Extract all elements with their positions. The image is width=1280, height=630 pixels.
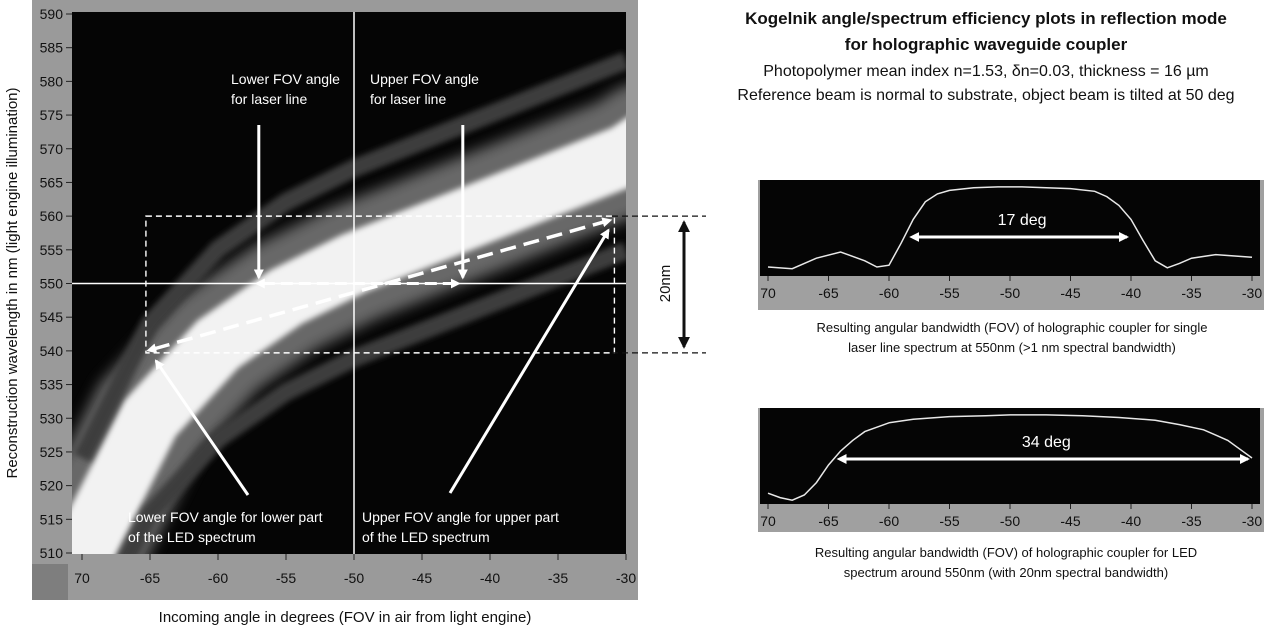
- x-tick-label: -40: [480, 570, 500, 586]
- x-tick-label: -35: [1181, 285, 1201, 301]
- led-fov-dashed-arrow: [146, 217, 613, 354]
- header-subtitle-line2: Reference beam is normal to substrate, o…: [737, 87, 1234, 104]
- annotation-upper-fov-led-line1: Upper FOV angle for upper part: [362, 509, 559, 525]
- y-tick-label: 560: [40, 208, 64, 224]
- led-caption-line1: Resulting angular bandwidth (FOV) of hol…: [815, 545, 1197, 560]
- arrow-lower-fov-led: [154, 359, 250, 496]
- y-tick-label: 540: [40, 343, 64, 359]
- laser-efficiency-curve: [767, 186, 1253, 270]
- x-tick-label: -30: [1242, 513, 1262, 529]
- x-tick-label: -35: [548, 570, 568, 586]
- led-bandwidth-label: 34 deg: [1022, 434, 1071, 451]
- laser-plot-area: [760, 180, 1260, 276]
- x-axis-label: Incoming angle in degrees (FOV in air fr…: [159, 609, 532, 626]
- laser-caption-line1: Resulting angular bandwidth (FOV) of hol…: [817, 320, 1208, 335]
- x-tick-label: -60: [879, 285, 899, 301]
- x-tick-label: -65: [818, 285, 838, 301]
- main-chart-corner: [32, 564, 68, 600]
- annotation-lower-fov-led-line2: of the LED spectrum: [128, 529, 256, 545]
- y-tick-label: 510: [40, 545, 64, 561]
- led-caption-line2: spectrum around 550nm (with 20nm spectra…: [844, 565, 1168, 580]
- x-tick-label: -35: [1181, 513, 1201, 529]
- header-title-line1: Kogelnik angle/spectrum efficiency plots…: [745, 9, 1227, 28]
- laser-bandwidth-chart: 17 deg 70 -65 -60 -55 -50 -45 -40 -35 -30 Result…: [758, 180, 1264, 355]
- y-tick-label: 570: [40, 141, 64, 157]
- annotation-lower-fov-laser-line1: Lower FOV angle: [231, 71, 340, 87]
- x-tick-label: 70: [74, 570, 90, 586]
- y-tick-label: 530: [40, 410, 64, 426]
- x-tick-label: 70: [760, 285, 776, 301]
- y-tick-label: 585: [40, 40, 64, 56]
- x-tick-label: 70: [760, 513, 776, 529]
- x-tick-label: -65: [140, 570, 160, 586]
- x-axis-ticks: 70 -65 -60 -55 -50 -45 -40 -35 -30: [74, 554, 636, 586]
- x-tick-label: -40: [1121, 285, 1141, 301]
- arrow-upper-fov-led: [448, 228, 610, 494]
- y-tick-label: 580: [40, 73, 64, 89]
- led-spectrum-box: [145, 215, 616, 354]
- y-tick-label: 525: [40, 444, 64, 460]
- y-tick-label: 555: [40, 242, 64, 258]
- y-axis-ticks: 510 515 520 525 530 535 540 545 550 555 560 565 570 5…: [40, 6, 72, 561]
- y-axis-label: Reconstruction wavelength in nm (light e…: [4, 87, 21, 478]
- led-plot-area: [760, 408, 1260, 504]
- x-tick-label: -55: [939, 285, 959, 301]
- x-tick-label: -50: [1000, 513, 1020, 529]
- laser-caption-line2: laser line spectrum at 550nm (>1 nm spec…: [848, 340, 1176, 355]
- x-tick-label: -50: [344, 570, 364, 586]
- y-tick-label: 520: [40, 478, 64, 494]
- x-tick-label: -55: [939, 513, 959, 529]
- header: Kogelnik angle/spectrum efficiency plots…: [737, 9, 1234, 104]
- x-tick-label: -55: [276, 570, 296, 586]
- x-tick-label: -60: [879, 513, 899, 529]
- x-tick-label: -60: [208, 570, 228, 586]
- annotation-upper-fov-laser-line1: Upper FOV angle: [370, 71, 479, 87]
- header-title-line2: for holographic waveguide coupler: [845, 35, 1128, 54]
- laser-chart-x-ticks: 70 -65 -60 -55 -50 -45 -40 -35 -30: [760, 276, 1262, 301]
- main-chart: 70 -65 -60 -55 -50 -45 -40 -35 -30 5105155205255…: [4, 0, 706, 626]
- y-tick-label: 575: [40, 107, 64, 123]
- led-efficiency-curve: [767, 414, 1253, 501]
- y-tick-label: 515: [40, 511, 64, 527]
- x-tick-label: -30: [1242, 285, 1262, 301]
- y-tick-label: 565: [40, 174, 64, 190]
- x-tick-label: -40: [1121, 513, 1141, 529]
- annotation-lower-fov-led-line1: Lower FOV angle for lower part: [128, 509, 323, 525]
- x-tick-label: -45: [1060, 285, 1080, 301]
- y-tick-label: 545: [40, 309, 64, 325]
- x-tick-label: -30: [616, 570, 636, 586]
- laser-bandwidth-label: 17 deg: [998, 212, 1047, 229]
- led-bandwidth-chart: 34 deg 70 -65 -60 -55 -50 -45 -40 -35 -30 Result…: [758, 408, 1264, 580]
- y-tick-label: 550: [40, 276, 64, 292]
- x-tick-label: -65: [818, 513, 838, 529]
- x-tick-label: -45: [412, 570, 432, 586]
- y-tick-label: 535: [40, 377, 64, 393]
- bandwidth-label-20nm: 20nm: [657, 265, 674, 303]
- annotation-upper-fov-led-line2: of the LED spectrum: [362, 529, 490, 545]
- y-tick-label: 590: [40, 6, 64, 22]
- header-subtitle-line1: Photopolymer mean index n=1.53, δn=0.03,…: [763, 63, 1209, 80]
- annotation-upper-fov-laser-line2: for laser line: [370, 91, 446, 107]
- led-chart-x-ticks: 70 -65 -60 -55 -50 -45 -40 -35 -30: [760, 504, 1262, 529]
- x-tick-label: -45: [1060, 513, 1080, 529]
- x-tick-label: -50: [1000, 285, 1020, 301]
- annotation-lower-fov-laser-line2: for laser line: [231, 91, 307, 107]
